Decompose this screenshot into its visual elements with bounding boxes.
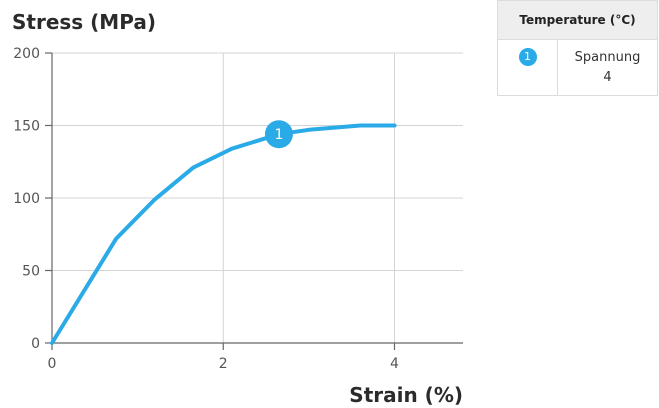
y-tick-label: 50 xyxy=(22,264,40,280)
x-tick-label: 4 xyxy=(390,356,399,372)
x-tick-label: 0 xyxy=(48,356,57,372)
tick-labels: 0 50 100 150 200 0 2 4 xyxy=(13,46,399,372)
y-tick-label: 150 xyxy=(13,119,40,135)
legend: Temperature (°C) 1 Spannung 4 xyxy=(497,0,658,96)
y-tick-label: 0 xyxy=(31,336,40,352)
legend-badge: 1 xyxy=(518,48,537,66)
x-axis-title: Strain (%) xyxy=(349,383,463,407)
axes xyxy=(45,52,463,350)
grid xyxy=(52,52,463,343)
legend-badge-cell: 1 xyxy=(498,40,558,96)
legend-title: Temperature (°C) xyxy=(498,1,657,40)
annotations: 1 xyxy=(264,120,293,149)
annotation-marker[interactable]: 1 xyxy=(264,120,293,149)
series-group xyxy=(50,123,397,345)
legend-row[interactable]: 1 Spannung 4 xyxy=(498,40,657,96)
y-tick-label: 100 xyxy=(13,191,40,207)
legend-label-cell: Spannung 4 xyxy=(558,40,657,96)
y-axis-title: Stress (MPa) xyxy=(12,10,156,34)
annotation-marker-label: 1 xyxy=(274,127,283,143)
legend-series-name: Spannung xyxy=(574,50,641,65)
x-tick-label: 2 xyxy=(219,356,228,372)
annotation-marker-circle xyxy=(264,120,293,149)
series-line xyxy=(50,123,397,345)
legend-series-value: 4 xyxy=(603,70,612,85)
stress-strain-chart: 0 50 100 150 200 0 2 4 1 Stress (MPa) Strain (%… xyxy=(12,10,463,407)
y-tick-label: 200 xyxy=(13,46,40,62)
